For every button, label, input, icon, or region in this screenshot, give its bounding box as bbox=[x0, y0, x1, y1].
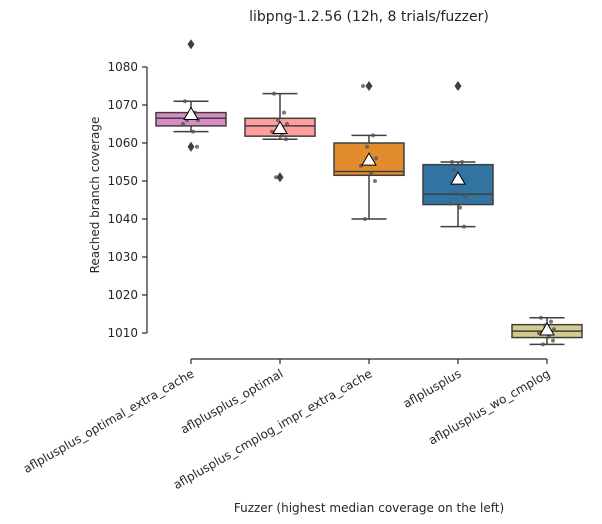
y-tick-label: 1060 bbox=[107, 136, 138, 150]
data-point bbox=[448, 201, 452, 206]
y-tick-label: 1040 bbox=[107, 212, 138, 226]
data-point bbox=[458, 205, 462, 210]
data-point bbox=[541, 342, 545, 347]
data-point bbox=[274, 175, 278, 180]
data-point bbox=[551, 338, 555, 343]
data-point bbox=[195, 144, 199, 149]
y-tick-label: 1020 bbox=[107, 288, 138, 302]
data-point bbox=[183, 99, 187, 104]
data-point bbox=[450, 160, 454, 164]
mean-marker bbox=[272, 120, 288, 135]
mean-marker bbox=[539, 321, 555, 336]
outlier-marker bbox=[276, 172, 284, 183]
x-axis: aflplusplus_optimal_extra_cache aflpluspl… bbox=[21, 358, 553, 492]
data-point bbox=[452, 167, 456, 172]
box-aflplusplus_optimal_extra_cache bbox=[155, 39, 227, 152]
box-aflplusplus_cmplog_impr_extra_cache bbox=[333, 81, 405, 221]
outlier-marker bbox=[365, 81, 373, 91]
x-tick-label: aflplusplus bbox=[401, 366, 464, 410]
mean-marker bbox=[183, 106, 199, 120]
y-tick-label: 1010 bbox=[107, 326, 138, 340]
data-point bbox=[454, 190, 458, 195]
box-aflplusplus bbox=[422, 81, 494, 229]
y-axis: 1010 1020 1030 1040 1050 1060 1070 1080 bbox=[107, 60, 148, 340]
outlier-marker bbox=[454, 81, 462, 91]
data-point bbox=[365, 144, 369, 149]
data-point bbox=[285, 122, 289, 126]
data-point bbox=[373, 179, 377, 183]
mean-marker bbox=[361, 152, 377, 166]
data-point bbox=[539, 315, 543, 320]
plot-area bbox=[155, 39, 583, 347]
data-point bbox=[276, 118, 280, 123]
data-point bbox=[369, 171, 373, 176]
x-tick-label: aflplusplus_optimal_extra_cache bbox=[21, 366, 197, 475]
outlier-marker bbox=[187, 39, 195, 50]
data-point bbox=[460, 160, 464, 164]
box-aflplusplus_optimal bbox=[244, 91, 316, 183]
chart-title: libpng-1.2.56 (12h, 8 trials/fuzzer) bbox=[249, 9, 489, 25]
box-aflplusplus_wo_cmplog bbox=[511, 315, 583, 347]
box-iqr bbox=[422, 163, 494, 206]
data-point bbox=[547, 334, 551, 339]
y-tick-label: 1070 bbox=[107, 98, 138, 112]
mean-marker bbox=[450, 171, 466, 185]
y-tick-label: 1080 bbox=[107, 60, 138, 74]
data-point bbox=[363, 217, 367, 221]
data-point bbox=[552, 327, 556, 332]
outlier-marker bbox=[187, 141, 195, 152]
data-point bbox=[280, 133, 284, 138]
x-axis-label: Fuzzer (highest median coverage on the l… bbox=[234, 501, 504, 515]
data-point bbox=[463, 194, 467, 199]
data-point bbox=[181, 122, 185, 126]
data-point bbox=[284, 137, 288, 142]
y-tick-label: 1030 bbox=[107, 250, 138, 264]
y-axis-label: Reached branch coverage bbox=[88, 117, 102, 274]
data-point bbox=[549, 319, 553, 324]
data-point bbox=[462, 224, 466, 229]
data-point bbox=[374, 156, 378, 161]
data-point bbox=[272, 91, 276, 96]
data-point bbox=[361, 84, 365, 88]
data-point bbox=[371, 133, 375, 138]
data-point bbox=[191, 129, 195, 134]
data-point bbox=[282, 110, 286, 115]
y-tick-label: 1050 bbox=[107, 174, 138, 188]
